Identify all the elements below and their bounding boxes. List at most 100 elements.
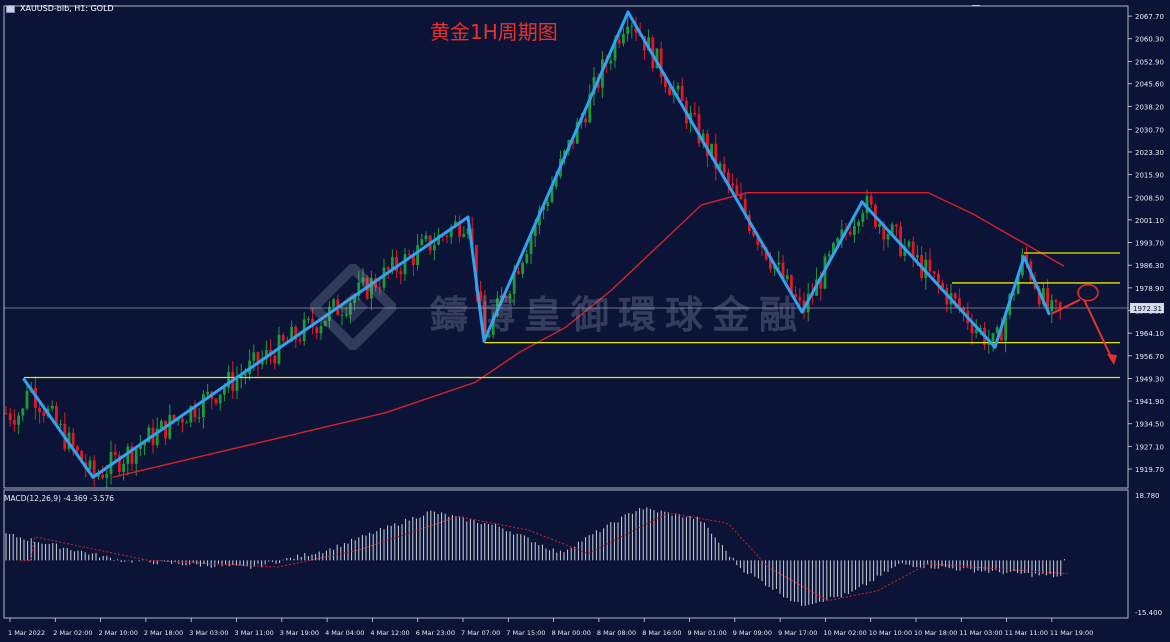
- candle-body: [655, 48, 659, 69]
- zigzag-segment: [800, 200, 864, 314]
- candle-body: [319, 325, 323, 334]
- candle-body: [491, 316, 495, 335]
- candle-body: [1000, 327, 1003, 341]
- time-tick-label: 9 Mar 01:00: [688, 629, 727, 637]
- current-price-label: 1972.31: [1133, 305, 1162, 313]
- macd-layer: [5, 507, 1068, 606]
- candle-body: [139, 445, 142, 449]
- candle-body: [575, 121, 579, 144]
- price-tick-label: 2015.90: [1135, 172, 1164, 180]
- candle-body: [403, 254, 407, 275]
- time-tick-label: 8 Mar 08:00: [597, 629, 636, 637]
- time-tick-label: 9 Mar 17:00: [778, 629, 817, 637]
- candle-body: [370, 278, 373, 299]
- candle-body: [701, 133, 705, 144]
- candle-body: [991, 333, 995, 342]
- time-tick-label: 1 Mar 2022: [8, 629, 45, 637]
- time-tick-label: 2 Mar 18:00: [144, 629, 183, 637]
- zigzag-segment: [22, 377, 95, 479]
- candle-body: [554, 176, 558, 187]
- overlay-layer: [4, 10, 1128, 479]
- time-tick-label: 3 Mar 11:00: [235, 629, 274, 637]
- candle-body: [395, 256, 398, 272]
- candle-body: [214, 398, 218, 404]
- candle-body: [613, 39, 617, 61]
- time-tick-label: 2 Mar 10:00: [99, 629, 138, 637]
- zigzag-segment: [1022, 255, 1051, 316]
- candle-body: [533, 225, 537, 237]
- current-price-box: [1130, 303, 1164, 314]
- candle-body: [122, 463, 125, 473]
- minimize-icon[interactable]: [972, 1, 980, 6]
- candle-body: [265, 350, 268, 359]
- candle-body: [512, 271, 516, 294]
- candle-body: [294, 326, 298, 340]
- candle-body: [718, 163, 722, 169]
- price-tick-label: 2023.30: [1135, 149, 1164, 157]
- candle-body: [407, 254, 411, 256]
- candle-body: [307, 318, 310, 320]
- macd-axis-label: 18.780: [1135, 492, 1160, 500]
- candle-body: [953, 293, 957, 299]
- candle-body: [924, 259, 928, 279]
- candle-body: [907, 241, 911, 247]
- candle-body: [710, 143, 713, 156]
- candle-body: [143, 442, 146, 446]
- candle-body: [743, 198, 747, 215]
- candle-body: [1004, 315, 1007, 341]
- candle-body: [680, 85, 684, 101]
- candle-body: [412, 254, 415, 265]
- candle-body: [609, 60, 613, 64]
- candle-body: [386, 267, 390, 271]
- candle-body: [80, 450, 83, 463]
- candle-body: [714, 143, 718, 169]
- candle-body: [332, 299, 335, 307]
- candle-body: [932, 271, 936, 274]
- candle-body: [848, 232, 852, 235]
- candle-body: [206, 391, 209, 395]
- candle-body: [361, 277, 365, 283]
- candle-body: [1012, 293, 1016, 295]
- candle-body: [437, 234, 440, 245]
- price-tick-label: 1941.90: [1135, 398, 1164, 406]
- candle-body: [315, 327, 319, 334]
- candle-body: [517, 271, 520, 274]
- candle-body: [735, 185, 739, 195]
- candle-body: [550, 186, 554, 203]
- price-tick-label: 2052.90: [1135, 58, 1164, 66]
- candle-body: [647, 37, 650, 51]
- candle-body: [886, 234, 890, 240]
- candle-body: [546, 202, 550, 206]
- candle-body: [487, 334, 491, 338]
- candle-body: [181, 418, 184, 423]
- candle-body: [764, 247, 768, 260]
- price-tick-label: 1934.50: [1135, 421, 1164, 429]
- candle-body: [659, 48, 663, 77]
- candle-body: [584, 118, 587, 123]
- candle-body: [760, 245, 764, 248]
- candle-body: [529, 236, 533, 254]
- candle-body: [571, 140, 575, 144]
- candle-body: [105, 474, 109, 478]
- candle-body: [592, 76, 596, 94]
- candle-body: [13, 420, 16, 425]
- candle-body: [134, 448, 138, 464]
- candle-body: [521, 262, 524, 274]
- candle-body: [853, 225, 856, 235]
- candle-body: [479, 291, 482, 302]
- time-tick-label: 11 Mar 03:00: [959, 629, 1002, 637]
- time-tick-label: 10 Mar 18:00: [914, 629, 957, 637]
- candle-body: [676, 85, 680, 90]
- candle-body: [974, 329, 978, 334]
- candle-body: [739, 194, 743, 199]
- candle-body: [449, 226, 453, 237]
- macd-signal-line: [20, 512, 1068, 601]
- symbol-label: XAUUSD-bib, H1: GOLD: [20, 4, 114, 13]
- candle-body: [878, 223, 881, 227]
- candle-body: [617, 39, 621, 44]
- chart-title: 黄金1H周期图: [430, 20, 558, 44]
- time-tick-label: 8 Mar 16:00: [642, 629, 681, 637]
- candle-body: [311, 318, 314, 328]
- candle-body: [500, 295, 503, 299]
